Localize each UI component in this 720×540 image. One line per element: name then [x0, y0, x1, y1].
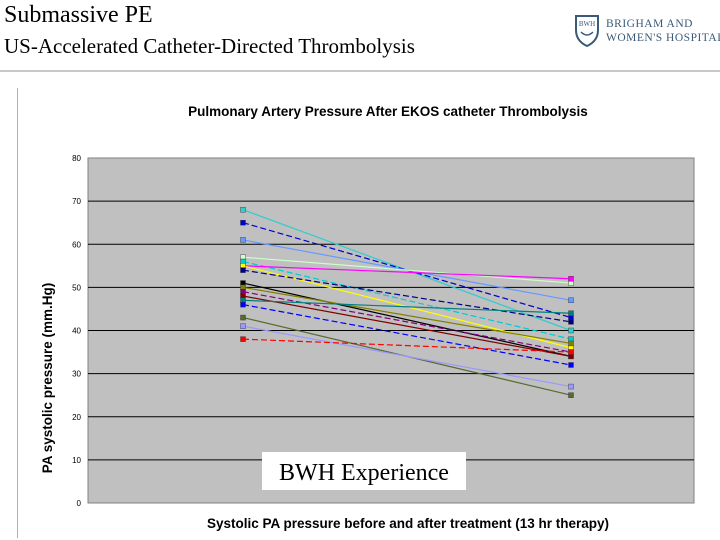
series-line	[242, 282, 572, 357]
chart-annotation: BWH Experience	[279, 460, 449, 486]
y-tick-labels: 0 10 20 30 40 50 60 70 80	[72, 154, 81, 508]
annotation-box	[262, 452, 466, 490]
data-point	[568, 310, 574, 316]
shield-logo-icon: BWH	[575, 15, 599, 48]
data-point	[240, 237, 246, 243]
series-line	[242, 260, 572, 340]
left-divider	[17, 88, 18, 538]
series-lines	[240, 207, 574, 398]
y-axis-label: PA systolic pressure (mm.Hg)	[40, 283, 55, 474]
series-line	[242, 299, 572, 314]
y-tick-label: 20	[72, 413, 81, 422]
slide-subtitle: US-Accelerated Catheter-Directed Thrombo…	[4, 34, 415, 58]
data-point	[568, 349, 574, 355]
y-tick-label: 10	[72, 456, 81, 465]
series-line	[242, 222, 572, 319]
y-tick-label: 80	[72, 154, 81, 163]
series-line	[242, 304, 572, 366]
series-line	[242, 295, 572, 357]
data-point	[240, 219, 246, 226]
logo-line-2: WOMEN'S HOSPITAL	[606, 32, 720, 44]
data-point	[568, 297, 574, 304]
data-point	[240, 207, 246, 213]
title-divider	[0, 70, 720, 72]
data-point	[568, 340, 574, 347]
logo-line-1: BRIGHAM AND	[606, 18, 693, 30]
data-point	[568, 276, 574, 282]
data-point	[240, 314, 246, 321]
hospital-logo: BWH BRIGHAM AND WOMEN'S HOSPITAL	[572, 14, 720, 50]
y-tick-label: 70	[72, 197, 81, 206]
y-tick-label: 50	[72, 283, 81, 292]
y-tick-label: 0	[77, 499, 82, 508]
logo-mark-text: BWH	[579, 20, 595, 28]
data-point	[240, 323, 246, 329]
series-line	[242, 265, 572, 280]
x-axis-label: Systolic PA pressure before and after tr…	[207, 516, 609, 531]
data-point	[568, 362, 574, 368]
data-point	[240, 267, 246, 273]
series-line	[242, 269, 572, 323]
y-tick-label: 30	[72, 370, 81, 379]
series-16	[240, 323, 574, 390]
series-line	[242, 286, 572, 345]
data-point	[240, 336, 246, 342]
series-line	[242, 291, 572, 353]
gridlines	[88, 200, 694, 461]
series-line	[242, 338, 572, 353]
data-point	[568, 319, 574, 325]
slide-title: Submassive PE	[4, 2, 153, 28]
series-17	[240, 336, 574, 355]
chart-title: Pulmonary Artery Pressure After EKOS cat…	[188, 104, 588, 119]
series-line	[242, 325, 572, 388]
data-point	[240, 301, 246, 308]
data-point	[568, 327, 574, 334]
series-line	[242, 256, 572, 284]
y-tick-label: 60	[72, 240, 81, 249]
y-tick-label: 40	[72, 327, 81, 336]
data-point	[568, 392, 574, 398]
data-point	[568, 383, 574, 390]
series-14	[240, 301, 574, 368]
series-8	[240, 267, 574, 325]
